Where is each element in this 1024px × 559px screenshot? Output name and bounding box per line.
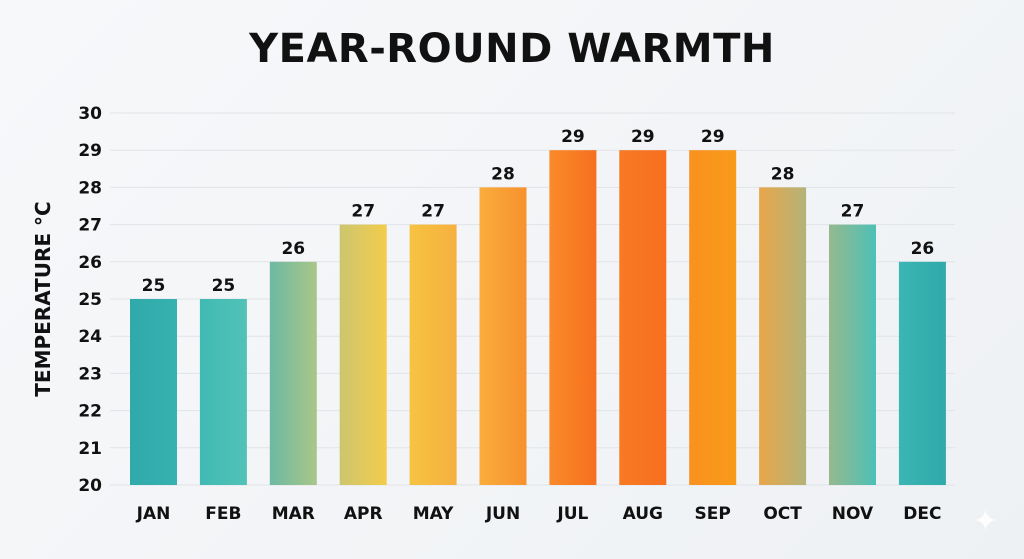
bar-aug: [619, 150, 667, 485]
data-label: 28: [771, 164, 795, 184]
y-axis-label: TEMPERATURE °C: [31, 201, 55, 396]
bar-jan: [130, 299, 177, 485]
x-tick-label: SEP: [695, 504, 731, 524]
y-tick-label: 21: [78, 439, 102, 459]
y-tick-label: 24: [78, 327, 102, 347]
data-label: 26: [911, 239, 935, 259]
bar-jul: [549, 150, 597, 485]
x-axis-ticks: JAN FEB MAR APR MAY JUN JUL AUG SEP OCT NOV DEC: [136, 504, 942, 524]
bar-mar: [269, 261, 317, 485]
y-tick-label: 22: [78, 402, 102, 422]
data-label: 27: [841, 202, 865, 222]
data-label: 25: [212, 276, 236, 296]
sparkle-icon: ✦: [972, 504, 998, 539]
bar-jun: [479, 187, 527, 485]
data-label: 29: [701, 127, 725, 147]
chart-title: YEAR-ROUND WARMTH: [249, 26, 775, 72]
data-label: 27: [421, 202, 445, 222]
bar-sep: [689, 150, 737, 485]
bar-may: [409, 224, 457, 485]
bar-apr: [339, 224, 387, 485]
data-label: 29: [561, 127, 585, 147]
x-tick-label: JUL: [556, 504, 588, 524]
x-tick-label: MAY: [413, 504, 454, 524]
data-label: 25: [142, 276, 166, 296]
data-label: 28: [491, 164, 515, 184]
bar-feb: [199, 299, 247, 485]
y-tick-label: 23: [78, 364, 102, 384]
data-label: 27: [351, 202, 375, 222]
x-tick-label: DEC: [903, 504, 941, 524]
y-axis-ticks: 20 21 22 23 24 25 26 27 28 29 30: [78, 104, 102, 496]
gridlines: [110, 112, 955, 486]
bars: [130, 150, 946, 485]
y-tick-label: 20: [78, 476, 102, 496]
x-tick-label: OCT: [763, 504, 802, 524]
bar-dec: [898, 261, 946, 485]
y-tick-label: 26: [78, 253, 102, 273]
x-tick-label: MAR: [272, 504, 315, 524]
x-tick-label: FEB: [205, 504, 241, 524]
y-tick-label: 27: [78, 216, 102, 236]
data-label: 26: [281, 239, 305, 259]
y-tick-label: 25: [78, 290, 102, 310]
x-tick-label: JUN: [485, 504, 520, 524]
bar-oct: [759, 187, 807, 485]
y-tick-label: 28: [78, 178, 102, 198]
y-tick-label: 30: [78, 104, 102, 124]
data-label: 29: [631, 127, 655, 147]
x-tick-label: APR: [344, 504, 383, 524]
data-labels: 25 25 26 27 27 28 29 29 29 28 27 26: [142, 127, 935, 296]
bar-nov: [829, 224, 876, 485]
y-tick-label: 29: [78, 141, 102, 161]
x-tick-label: AUG: [623, 504, 663, 524]
x-tick-label: NOV: [832, 504, 874, 524]
x-tick-label: JAN: [136, 504, 171, 524]
